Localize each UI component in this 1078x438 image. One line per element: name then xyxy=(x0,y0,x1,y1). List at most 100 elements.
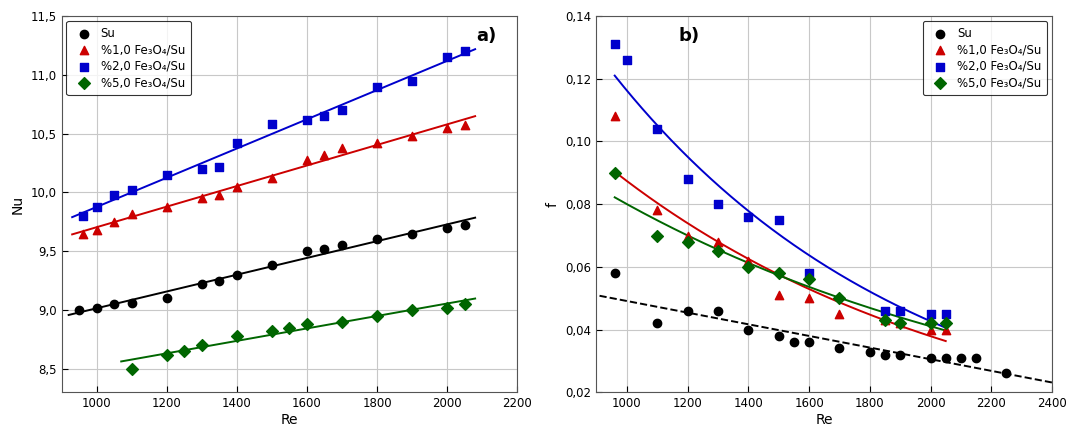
Point xyxy=(403,307,420,314)
Point xyxy=(369,83,386,90)
Point xyxy=(892,320,909,327)
Point xyxy=(403,77,420,84)
Point xyxy=(88,304,106,311)
Point xyxy=(831,345,848,352)
Point xyxy=(606,113,623,120)
Point xyxy=(922,354,939,361)
Point xyxy=(649,320,666,327)
Point xyxy=(456,122,473,129)
Point xyxy=(158,351,176,358)
Point xyxy=(937,320,954,327)
Point xyxy=(123,187,140,194)
Point xyxy=(263,262,280,269)
Point xyxy=(403,230,420,237)
Point xyxy=(801,270,818,277)
Point xyxy=(606,270,623,277)
Point xyxy=(299,156,316,163)
Point xyxy=(70,307,87,314)
Point xyxy=(606,41,623,48)
Point xyxy=(106,191,123,198)
Point xyxy=(876,307,894,314)
Point xyxy=(740,263,757,270)
Point xyxy=(876,317,894,324)
Point xyxy=(280,324,298,331)
Point xyxy=(998,370,1015,377)
Point xyxy=(333,242,350,249)
Point xyxy=(439,224,456,231)
Point xyxy=(679,307,696,314)
Point xyxy=(876,351,894,358)
Y-axis label: f: f xyxy=(545,201,559,207)
Point xyxy=(263,175,280,182)
Legend: Su, %1,0 Fe₃O₄/Su, %2,0 Fe₃O₄/Su, %5,0 Fe₃O₄/Su: Su, %1,0 Fe₃O₄/Su, %2,0 Fe₃O₄/Su, %5,0 F… xyxy=(67,21,191,95)
Point xyxy=(709,307,727,314)
Point xyxy=(937,326,954,333)
Point xyxy=(210,163,227,170)
X-axis label: Re: Re xyxy=(280,413,299,427)
Point xyxy=(606,170,623,177)
Point xyxy=(299,116,316,123)
Point xyxy=(229,183,246,190)
Point xyxy=(333,106,350,113)
Point xyxy=(106,300,123,307)
Point xyxy=(861,348,879,355)
Point xyxy=(193,195,210,202)
Point xyxy=(740,257,757,264)
Point xyxy=(709,238,727,245)
Point xyxy=(74,230,92,237)
Point xyxy=(263,328,280,335)
Point xyxy=(937,311,954,318)
Point xyxy=(123,300,140,307)
Point xyxy=(456,48,473,55)
Point xyxy=(801,276,818,283)
Point xyxy=(649,125,666,132)
Point xyxy=(679,176,696,183)
Point xyxy=(316,113,333,120)
Point xyxy=(952,354,969,361)
Legend: Su, %1,0 Fe₃O₄/Su, %2,0 Fe₃O₄/Su, %5,0 Fe₃O₄/Su: Su, %1,0 Fe₃O₄/Su, %2,0 Fe₃O₄/Su, %5,0 F… xyxy=(923,21,1048,95)
Point xyxy=(106,218,123,225)
Point xyxy=(210,191,227,198)
Point xyxy=(369,140,386,147)
Point xyxy=(369,236,386,243)
Point xyxy=(709,248,727,255)
Point xyxy=(679,238,696,245)
Text: a): a) xyxy=(476,28,497,46)
Point xyxy=(229,271,246,278)
Point xyxy=(740,213,757,220)
Point xyxy=(333,144,350,151)
Point xyxy=(967,354,984,361)
Point xyxy=(922,320,939,327)
Point xyxy=(770,332,787,339)
Point xyxy=(88,226,106,233)
Point xyxy=(456,222,473,229)
Point xyxy=(193,166,210,173)
Point xyxy=(439,54,456,61)
Point xyxy=(892,307,909,314)
Point xyxy=(876,317,894,324)
Point xyxy=(263,121,280,128)
Point xyxy=(123,210,140,217)
Point xyxy=(210,277,227,284)
Point xyxy=(740,326,757,333)
Point xyxy=(88,203,106,210)
Point xyxy=(229,332,246,339)
Point xyxy=(937,354,954,361)
Point xyxy=(229,140,246,147)
Point xyxy=(679,232,696,239)
Point xyxy=(316,151,333,158)
Point xyxy=(158,295,176,302)
Point xyxy=(369,312,386,319)
Point xyxy=(892,351,909,358)
Point xyxy=(333,318,350,325)
Point xyxy=(770,216,787,223)
Point xyxy=(770,292,787,299)
X-axis label: Re: Re xyxy=(815,413,833,427)
Text: b): b) xyxy=(678,28,700,46)
Point xyxy=(299,248,316,255)
Point xyxy=(618,57,635,64)
Point xyxy=(922,311,939,318)
Point xyxy=(193,281,210,288)
Point xyxy=(299,321,316,328)
Point xyxy=(801,339,818,346)
